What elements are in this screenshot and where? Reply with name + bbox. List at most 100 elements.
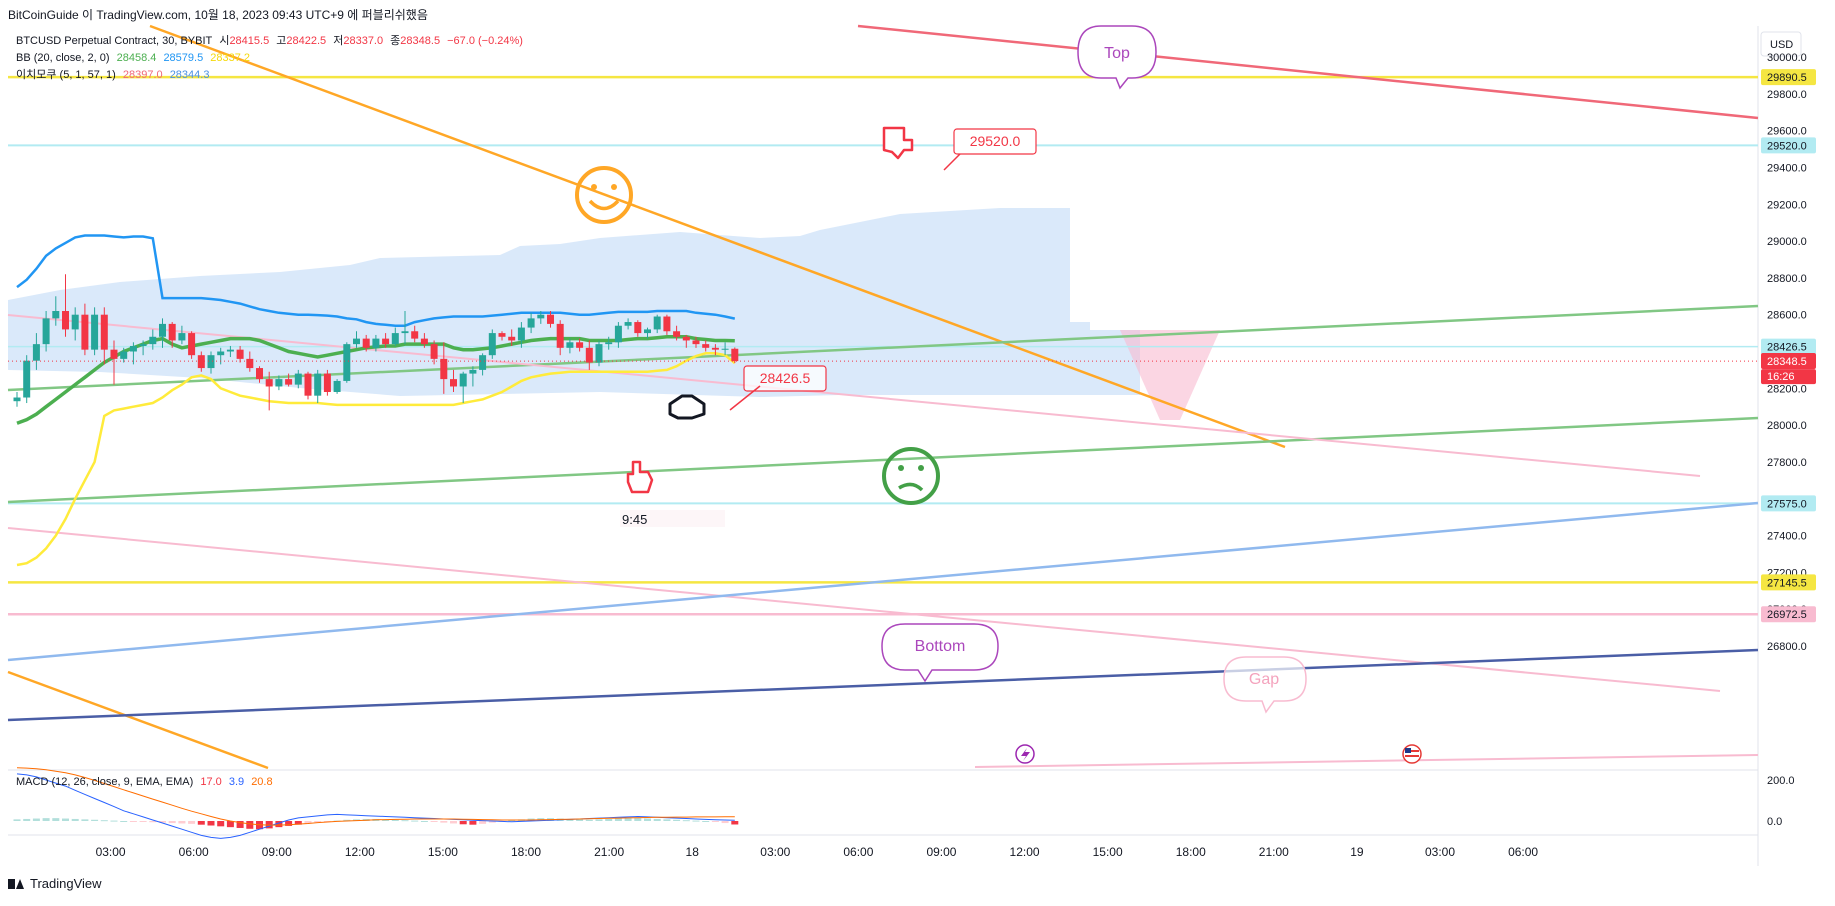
candle[interactable] (440, 342, 448, 394)
candle[interactable] (62, 274, 69, 337)
candle[interactable] (634, 320, 642, 337)
tradingview-logo[interactable]: TradingView (8, 876, 102, 891)
candle[interactable] (420, 333, 428, 348)
candle[interactable] (294, 369, 302, 389)
candle[interactable] (391, 327, 399, 346)
candle[interactable] (91, 307, 99, 356)
candle[interactable] (285, 373, 293, 387)
candle[interactable] (682, 334, 690, 348)
candle[interactable] (450, 369, 457, 392)
candle[interactable] (13, 391, 21, 407)
candle[interactable] (663, 314, 671, 335)
candle[interactable] (246, 351, 254, 372)
candle[interactable] (323, 369, 331, 396)
pink-trendline-bottom[interactable] (974, 754, 1759, 768)
macd-line[interactable] (16, 773, 735, 839)
candle[interactable] (226, 345, 234, 358)
candle[interactable] (159, 318, 166, 348)
candle[interactable] (178, 325, 186, 345)
top-callout[interactable] (1077, 25, 1157, 90)
candle[interactable] (372, 334, 380, 352)
candle[interactable] (595, 340, 603, 367)
candle[interactable] (585, 340, 593, 370)
us-flag-event-icon[interactable] (1402, 744, 1422, 764)
macd-legend[interactable]: MACD (12, 26, close, 9, EMA, EMA) 17.0 3… (16, 775, 277, 789)
candle[interactable] (382, 333, 390, 348)
candle[interactable] (692, 336, 700, 348)
bb-upper-line[interactable] (16, 234, 736, 327)
candle[interactable] (498, 331, 506, 341)
price-note-28426[interactable] (743, 365, 827, 392)
candle[interactable] (702, 340, 710, 352)
candle[interactable] (314, 369, 322, 404)
red-trendline[interactable] (857, 24, 1759, 120)
price-badge[interactable]: 29890.5 (1761, 69, 1816, 86)
candle[interactable] (469, 366, 477, 387)
candle[interactable] (353, 331, 360, 348)
candle[interactable] (459, 371, 467, 404)
candle[interactable] (23, 355, 31, 404)
lightning-event-icon[interactable] (1015, 744, 1035, 764)
candle[interactable] (207, 351, 215, 374)
candle[interactable] (644, 327, 651, 339)
hand-down-icon[interactable] (882, 126, 914, 160)
candle[interactable] (556, 320, 564, 356)
blue-trendline[interactable] (7, 501, 1759, 662)
candle[interactable] (430, 340, 438, 365)
candle[interactable] (81, 303, 89, 356)
candle[interactable] (42, 311, 50, 352)
price-badge[interactable]: 27145.5 (1761, 574, 1816, 591)
candle[interactable] (517, 322, 525, 348)
hand-right-icon[interactable] (668, 394, 706, 420)
navy-trendline[interactable] (7, 648, 1759, 722)
candle[interactable] (614, 322, 622, 348)
candle[interactable] (479, 353, 487, 376)
candle[interactable] (401, 311, 409, 345)
candle[interactable] (731, 347, 739, 364)
candle[interactable] (139, 340, 147, 356)
price-badge[interactable]: 27575.0 (1761, 495, 1816, 512)
bb-legend[interactable]: BB (20, close, 2, 0) 28458.4 28579.5 283… (16, 51, 254, 65)
candle[interactable] (508, 329, 516, 346)
main-series-legend[interactable]: BTCUSD Perpetual Contract, 30, BYBIT 시28… (16, 34, 527, 48)
confused-face-icon[interactable] (882, 447, 940, 505)
candle[interactable] (624, 318, 632, 330)
candle[interactable] (566, 338, 574, 354)
candle[interactable] (576, 338, 584, 352)
candle[interactable] (100, 307, 108, 365)
candle[interactable] (129, 342, 137, 365)
candle[interactable] (256, 366, 263, 383)
candle[interactable] (110, 340, 118, 385)
candle[interactable] (343, 342, 351, 383)
candle[interactable] (537, 311, 545, 324)
candle[interactable] (168, 322, 176, 348)
candle[interactable] (52, 296, 60, 326)
candle[interactable] (488, 329, 496, 359)
pink-trendline-lower[interactable] (7, 527, 1721, 692)
bb-lower-line[interactable] (16, 352, 736, 567)
candle[interactable] (120, 347, 128, 363)
candle[interactable] (527, 312, 535, 334)
bottom-callout[interactable] (881, 623, 999, 683)
macd-signal-line[interactable] (16, 767, 735, 826)
candle[interactable] (188, 331, 196, 359)
candle[interactable] (236, 345, 244, 363)
price-badge[interactable]: 26972.5 (1761, 606, 1816, 623)
candle[interactable] (217, 347, 225, 365)
candle[interactable] (411, 325, 419, 343)
gap-callout[interactable] (1223, 656, 1307, 714)
hand-up-icon[interactable] (626, 460, 654, 494)
candle[interactable] (197, 351, 205, 372)
green-trendline-lower[interactable] (7, 416, 1759, 504)
price-badge[interactable]: 28426.5 (1761, 338, 1816, 355)
price-badge[interactable]: 28348.5 (1761, 352, 1816, 369)
candle[interactable] (362, 334, 370, 352)
candle[interactable] (721, 342, 729, 356)
candle[interactable] (71, 307, 79, 341)
candle[interactable] (547, 311, 554, 328)
ichimoku-legend[interactable]: 이치모쿠 (5, 1, 57, 1) 28397.0 28344.3 (16, 68, 213, 82)
candle[interactable] (673, 325, 681, 341)
price-badge[interactable]: 29520.0 (1761, 137, 1816, 154)
smiley-icon[interactable] (575, 166, 633, 224)
